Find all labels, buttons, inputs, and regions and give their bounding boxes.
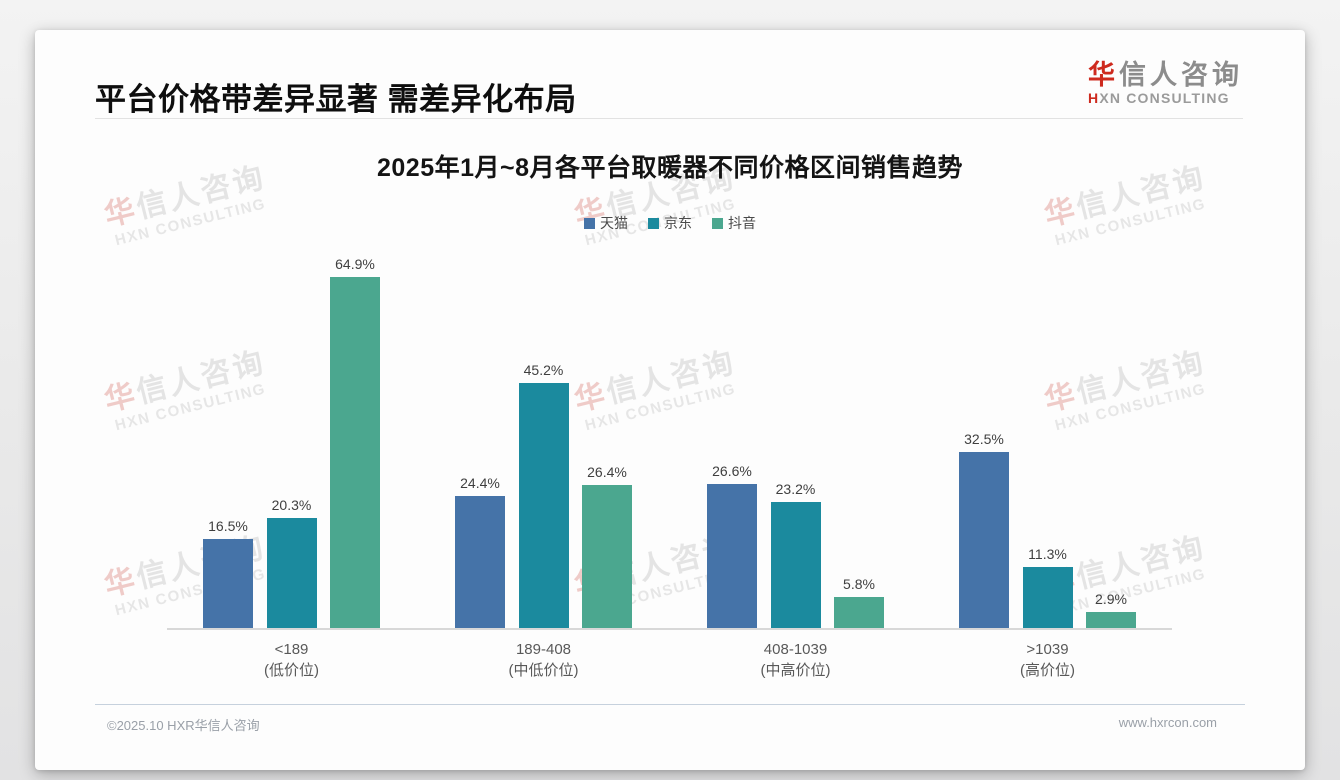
- plot-area: 16.5% 20.3% 64.9% 24.4% 45.2% 26.4% 26.6% 23.2%…: [167, 240, 1172, 630]
- legend-label: 抖音: [728, 215, 756, 231]
- bar: [707, 484, 757, 628]
- bar-value-label: 16.5%: [208, 518, 248, 534]
- category-label: 189-408 (中低价位): [455, 639, 632, 681]
- bar-group: 32.5% 11.3% 2.9%: [959, 431, 1136, 628]
- company-logo: 华信人咨询 HXN CONSULTING: [1088, 60, 1243, 106]
- logo-en-text: HXN CONSULTING: [1088, 90, 1243, 106]
- category-range: <189: [274, 641, 309, 658]
- bar-value-label: 2.9%: [1095, 591, 1127, 607]
- bar-value-label: 32.5%: [964, 431, 1004, 447]
- legend-label: 京东: [664, 215, 692, 231]
- bar-value-label: 45.2%: [523, 362, 564, 378]
- bar: [266, 518, 317, 628]
- category-label: 408-1039 (中高价位): [707, 639, 884, 681]
- bar: [959, 452, 1009, 628]
- bar: [834, 597, 884, 628]
- category-label: >1039 (高价位): [959, 639, 1136, 681]
- legend-swatch-icon: [584, 217, 595, 229]
- category-label: <189 (低价位): [203, 639, 380, 681]
- category-range: >1039: [1026, 641, 1069, 658]
- page-title: 平台价格带差异显著 需差异化布局: [95, 82, 577, 117]
- bar-column: 26.6%: [707, 463, 757, 628]
- bar: [518, 383, 569, 628]
- category-tier: (低价位): [264, 662, 319, 679]
- bar-value-label: 26.4%: [587, 464, 627, 480]
- bar: [1022, 567, 1073, 628]
- watermark-accent: 华: [101, 377, 142, 418]
- website-text: www.hxrcon.com: [1118, 715, 1217, 730]
- x-axis-labels: <189 (低价位) 189-408 (中低价位) 408-1039 (中高价位) >103…: [167, 639, 1172, 681]
- legend-item[interactable]: 京东: [648, 213, 692, 233]
- slide-card: 华信人咨询 HXN CONSULTING 华信人咨询 HXN CONSULTING 华信…: [35, 30, 1305, 770]
- category-range: 189-408: [515, 641, 572, 658]
- bar-value-label: 26.6%: [712, 463, 752, 479]
- logo-en-rest: XN CONSULTING: [1099, 90, 1230, 106]
- legend-item[interactable]: 抖音: [712, 213, 756, 233]
- legend-label: 天猫: [600, 215, 628, 231]
- bar-column: 20.3%: [266, 497, 317, 628]
- bar: [455, 496, 505, 628]
- bar-value-label: 11.3%: [1028, 546, 1067, 562]
- bar-column: 64.9%: [330, 256, 380, 628]
- chart-title: 2025年1月~8月各平台取暖器不同价格区间销售趋势: [376, 154, 964, 182]
- logo-cn-text: 华信人咨询: [1088, 60, 1243, 90]
- bar-column: 32.5%: [959, 431, 1009, 628]
- watermark-accent: 华: [101, 562, 142, 603]
- bar: [770, 502, 821, 628]
- bar-column: 45.2%: [518, 362, 569, 628]
- logo-cn-accent: 华: [1088, 60, 1119, 90]
- legend-swatch-icon: [712, 217, 723, 229]
- bar-value-label: 24.4%: [460, 475, 500, 491]
- bar-value-label: 20.3%: [271, 497, 312, 513]
- slide-footer: ©2025.10 HXR华信人咨询 www.hxrcon.com: [95, 704, 1245, 734]
- bar-column: 5.8%: [834, 576, 884, 628]
- bar-column: 23.2%: [770, 481, 821, 628]
- logo-cn-rest: 信人咨询: [1119, 60, 1243, 90]
- bar-column: 24.4%: [455, 475, 505, 628]
- bar-column: 11.3%: [1022, 546, 1073, 628]
- category-tier: (高价位): [1020, 662, 1075, 679]
- slide-header: 平台价格带差异显著 需差异化布局 华信人咨询 HXN CONSULTING: [95, 60, 1243, 118]
- bar-group: 24.4% 45.2% 26.4%: [455, 362, 632, 628]
- category-tier: (中高价位): [760, 662, 831, 679]
- bar: [1086, 612, 1136, 628]
- bar-value-label: 64.9%: [335, 256, 375, 272]
- bar-chart: 16.5% 20.3% 64.9% 24.4% 45.2% 26.4% 26.6% 23.2%…: [167, 240, 1172, 681]
- bar: [330, 277, 380, 628]
- category-tier: (中低价位): [508, 662, 579, 679]
- bar-value-label: 5.8%: [843, 576, 875, 592]
- bar: [582, 485, 632, 628]
- bar: [203, 539, 253, 628]
- bar-value-label: 23.2%: [775, 481, 816, 497]
- copyright-text: ©2025.10 HXR华信人咨询: [107, 718, 260, 733]
- legend-item[interactable]: 天猫: [584, 213, 628, 233]
- bar-column: 26.4%: [582, 464, 632, 628]
- chart-legend: 天猫 京东 抖音: [35, 213, 1305, 233]
- header-divider: [95, 118, 1243, 119]
- bar-column: 2.9%: [1086, 591, 1136, 628]
- legend-swatch-icon: [648, 217, 659, 229]
- category-range: 408-1039: [763, 641, 828, 658]
- bar-group: 16.5% 20.3% 64.9%: [203, 256, 380, 628]
- bar-group: 26.6% 23.2% 5.8%: [707, 463, 884, 628]
- bar-column: 16.5%: [203, 518, 253, 628]
- logo-en-accent: H: [1088, 90, 1100, 106]
